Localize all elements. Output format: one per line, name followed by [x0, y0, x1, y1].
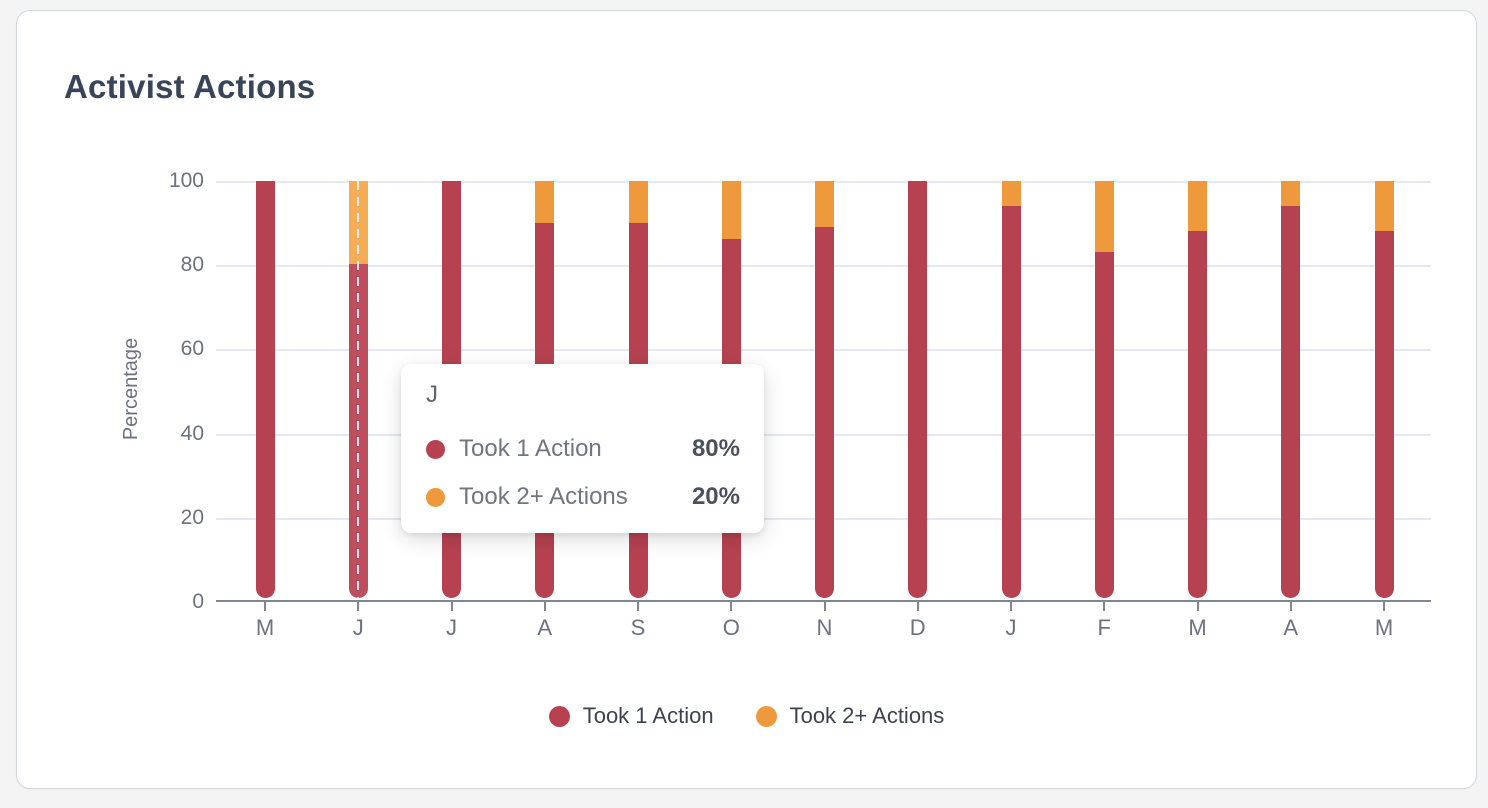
bar-segment-took-2-actions[interactable] — [1374, 181, 1394, 232]
x-axis-tick — [264, 602, 266, 611]
x-tick-label-8: J — [1005, 615, 1017, 640]
x-tick-label-2: J — [446, 615, 457, 640]
x-axis-line — [216, 600, 1431, 602]
y-tick-label: 20 — [180, 506, 204, 529]
plot-area: M J J A S O N D J F M A M — [216, 181, 1431, 640]
tooltip-row: Took 2+ Actions 20% — [426, 473, 740, 521]
series-2-dot-icon — [426, 487, 445, 507]
tooltip-series-label: Took 1 Action — [459, 435, 602, 462]
x-tick-label-0: M — [255, 615, 275, 640]
bar-segment-took-1-action[interactable] — [1281, 206, 1301, 598]
bar-segment-took-2-actions[interactable] — [628, 181, 648, 223]
x-axis-tick — [357, 602, 360, 611]
series-2-dot-icon — [755, 705, 777, 727]
x-tick-label-5: O — [722, 615, 740, 640]
tooltip-series-label: Took 2+ Actions — [459, 483, 628, 510]
activist-actions-card: Activist Actions Percentage 0 20 40 60 80 100… — [16, 10, 1477, 789]
legend-label: Took 1 Action — [582, 703, 714, 728]
x-tick-label-11: A — [1283, 615, 1299, 640]
bar-d-7[interactable] — [908, 181, 928, 598]
x-tick-label-7: D — [909, 615, 926, 640]
x-axis-tick — [730, 602, 733, 611]
tooltip-series-value: 80% — [691, 435, 740, 462]
x-axis-tick — [1103, 602, 1106, 611]
bar-segment-took-2-actions[interactable] — [1094, 181, 1114, 252]
bar-segment-took-1-action[interactable] — [908, 181, 928, 598]
y-tick-label: 80 — [180, 253, 204, 276]
bar-segment-took-1-action[interactable] — [1094, 251, 1114, 598]
legend-label: Took 2+ Actions — [789, 703, 945, 728]
x-axis-tick — [1383, 602, 1385, 611]
series-1-dot-icon — [548, 705, 570, 727]
chart-tooltip: J Took 1 Action 80% Took 2+ Actions 20% — [401, 364, 764, 533]
x-axis-tick — [450, 602, 453, 611]
x-axis-tick — [1289, 602, 1292, 611]
bar-segment-took-2-actions[interactable] — [815, 181, 834, 227]
hover-crosshair-dashed-line — [356, 181, 360, 598]
bar-segment-took-2-actions[interactable] — [721, 181, 741, 240]
x-axis-tick — [1196, 602, 1199, 611]
bar-j-1[interactable] — [348, 181, 368, 598]
tooltip-series-value: 20% — [691, 483, 740, 510]
bar-segment-took-1-action[interactable] — [255, 181, 275, 598]
x-axis-tick — [543, 602, 546, 611]
x-axis-tick — [916, 602, 919, 611]
x-tick-label-12: M — [1374, 615, 1394, 640]
tooltip-title: J — [426, 381, 438, 408]
bar-segment-took-1-action[interactable] — [1188, 231, 1207, 598]
y-tick-label: 100 — [168, 169, 204, 192]
bar-segment-took-2-actions[interactable] — [1001, 181, 1021, 207]
x-tick-label-4: S — [630, 615, 646, 640]
bar-m-10[interactable] — [1188, 181, 1207, 598]
legend-item-took-1-action[interactable]: Took 1 Action — [548, 703, 714, 729]
chart-legend: Took 1 Action Took 2+ Actions — [17, 703, 1476, 729]
page-title: Activist Actions — [64, 68, 316, 105]
bar-n-6[interactable] — [815, 181, 834, 598]
x-tick-label-9: F — [1097, 615, 1111, 640]
bar-a-11[interactable] — [1281, 181, 1301, 598]
x-tick-label-3: A — [537, 615, 553, 640]
x-tick-label-10: M — [1188, 615, 1207, 640]
x-axis-tick — [1010, 602, 1012, 611]
x-tick-label-1: J — [352, 615, 364, 640]
bar-f-9[interactable] — [1094, 181, 1114, 598]
series-1-dot-icon — [426, 439, 445, 459]
bar-segment-took-1-action[interactable] — [815, 226, 834, 598]
bar-j-8[interactable] — [1001, 181, 1021, 598]
tooltip-row: Took 1 Action 80% — [426, 425, 740, 473]
x-axis-tick — [823, 602, 826, 611]
bar-segment-took-2-actions[interactable] — [535, 181, 555, 223]
legend-item-took-2-plus-actions[interactable]: Took 2+ Actions — [755, 703, 945, 729]
y-axis-tick-labels: 0 20 40 60 80 100 — [132, 169, 204, 613]
y-tick-label: 0 — [192, 590, 204, 613]
bar-segment-took-2-actions[interactable] — [1188, 181, 1207, 232]
x-axis-tick — [637, 602, 639, 611]
y-tick-label: 60 — [180, 337, 204, 360]
bar-segment-took-1-action[interactable] — [1001, 206, 1021, 598]
bar-segment-took-1-action[interactable] — [1374, 231, 1394, 598]
x-tick-label-6: N — [816, 615, 833, 640]
bar-m-12[interactable] — [1374, 181, 1394, 598]
bar-segment-took-2-actions[interactable] — [1281, 181, 1301, 207]
bar-m-0[interactable] — [255, 181, 275, 598]
y-tick-label: 40 — [180, 422, 204, 445]
